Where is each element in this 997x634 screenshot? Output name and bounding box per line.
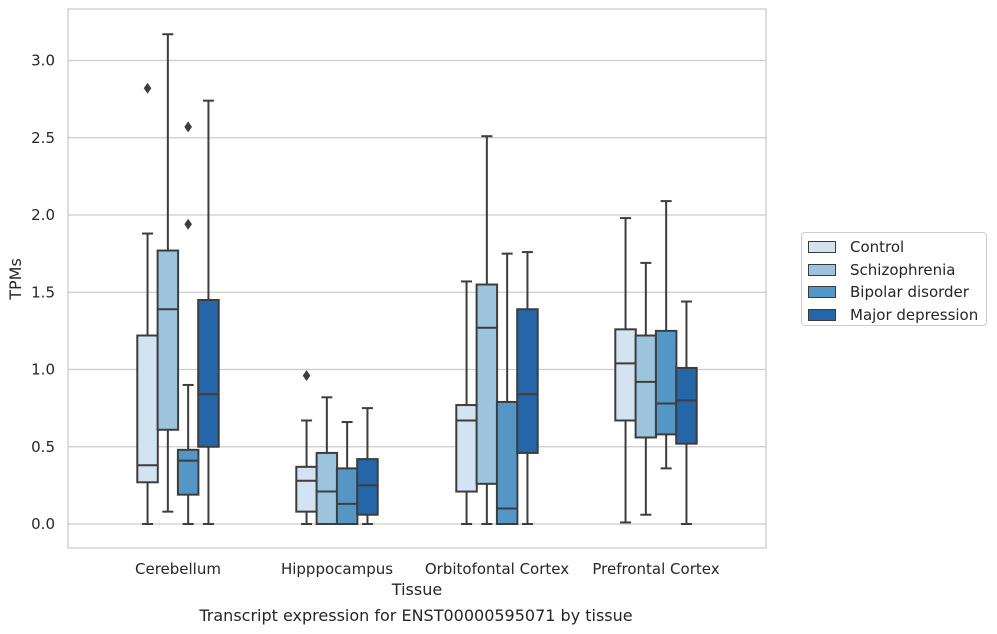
box-group [156, 33, 180, 513]
box-iqr [516, 308, 539, 454]
grid-lines [68, 59, 766, 525]
outlier-point [184, 218, 192, 230]
box-iqr [675, 366, 698, 445]
box-iqr [295, 465, 318, 513]
box-iqr [495, 400, 519, 526]
x-tick-label: Hipppocampus [281, 560, 393, 578]
box-iqr [315, 451, 339, 525]
box-iqr [156, 249, 180, 431]
box-group [335, 421, 359, 526]
box-iqr [356, 458, 379, 516]
box-iqr [634, 334, 658, 439]
y-tick-label: 1.0 [31, 361, 55, 379]
box-iqr [455, 404, 478, 493]
box-iqr [654, 329, 678, 436]
box-iqr [176, 448, 200, 496]
box-group [495, 252, 519, 526]
outlier-point [302, 370, 311, 382]
y-tick-label: 0.5 [31, 438, 55, 456]
box-group [315, 396, 339, 525]
legend-label: Schizophrenia [850, 260, 956, 279]
y-axis-ticks: 0.0 0.5 1.0 1.5 2.0 2.5 3.0 [31, 52, 55, 534]
box-group [675, 300, 698, 525]
box-group [475, 135, 499, 525]
legend-label: Control [850, 238, 905, 257]
legend-swatch [808, 286, 836, 299]
outlier-point [184, 121, 192, 133]
y-tick-label: 2.0 [31, 206, 55, 224]
box-iqr [197, 298, 220, 448]
box-group [516, 251, 539, 525]
legend-item: Schizophrenia [808, 259, 980, 282]
box-iqr [475, 283, 499, 485]
x-tick-label: Cerebellum [135, 560, 221, 578]
box-group [634, 261, 658, 516]
y-axis-label: TPMs [6, 258, 25, 301]
y-tick-label: 3.0 [31, 52, 55, 70]
y-tick-label: 0.0 [31, 515, 55, 533]
boxes [136, 33, 698, 526]
box-group [455, 280, 478, 525]
chart-caption: Transcript expression for ENST0000059507… [199, 606, 633, 625]
x-tick-label: Orbitofontal Cortex [425, 560, 569, 578]
box-group [356, 407, 379, 525]
legend-label: Bipolar disorder [850, 283, 969, 302]
x-axis-ticks: Cerebellum Hipppocampus Orbitofontal Corte… [135, 560, 720, 578]
legend-label: Major depression [850, 305, 979, 324]
box-group [136, 82, 159, 525]
x-tick-label: Prefrontal Cortex [592, 560, 719, 578]
box-group [614, 217, 637, 524]
box-iqr [136, 334, 159, 484]
legend-item: Bipolar disorder [808, 281, 980, 304]
legend-swatch [808, 241, 836, 254]
outlier-point [143, 82, 152, 94]
y-tick-label: 2.5 [31, 129, 55, 147]
plot-frame [67, 8, 767, 549]
legend: Control Schizophrenia Bipolar disorder Majo… [801, 232, 987, 326]
box-group [176, 121, 200, 525]
box-group [654, 200, 678, 470]
legend-swatch [808, 308, 836, 321]
x-axis-label: Tissue [391, 580, 442, 599]
box-group [197, 99, 220, 525]
legend-item: Control [808, 236, 980, 259]
box-iqr [335, 467, 359, 526]
legend-swatch [808, 263, 836, 276]
box-iqr [614, 328, 637, 422]
y-tick-label: 1.5 [31, 283, 55, 301]
legend-item: Major depression [808, 304, 980, 327]
